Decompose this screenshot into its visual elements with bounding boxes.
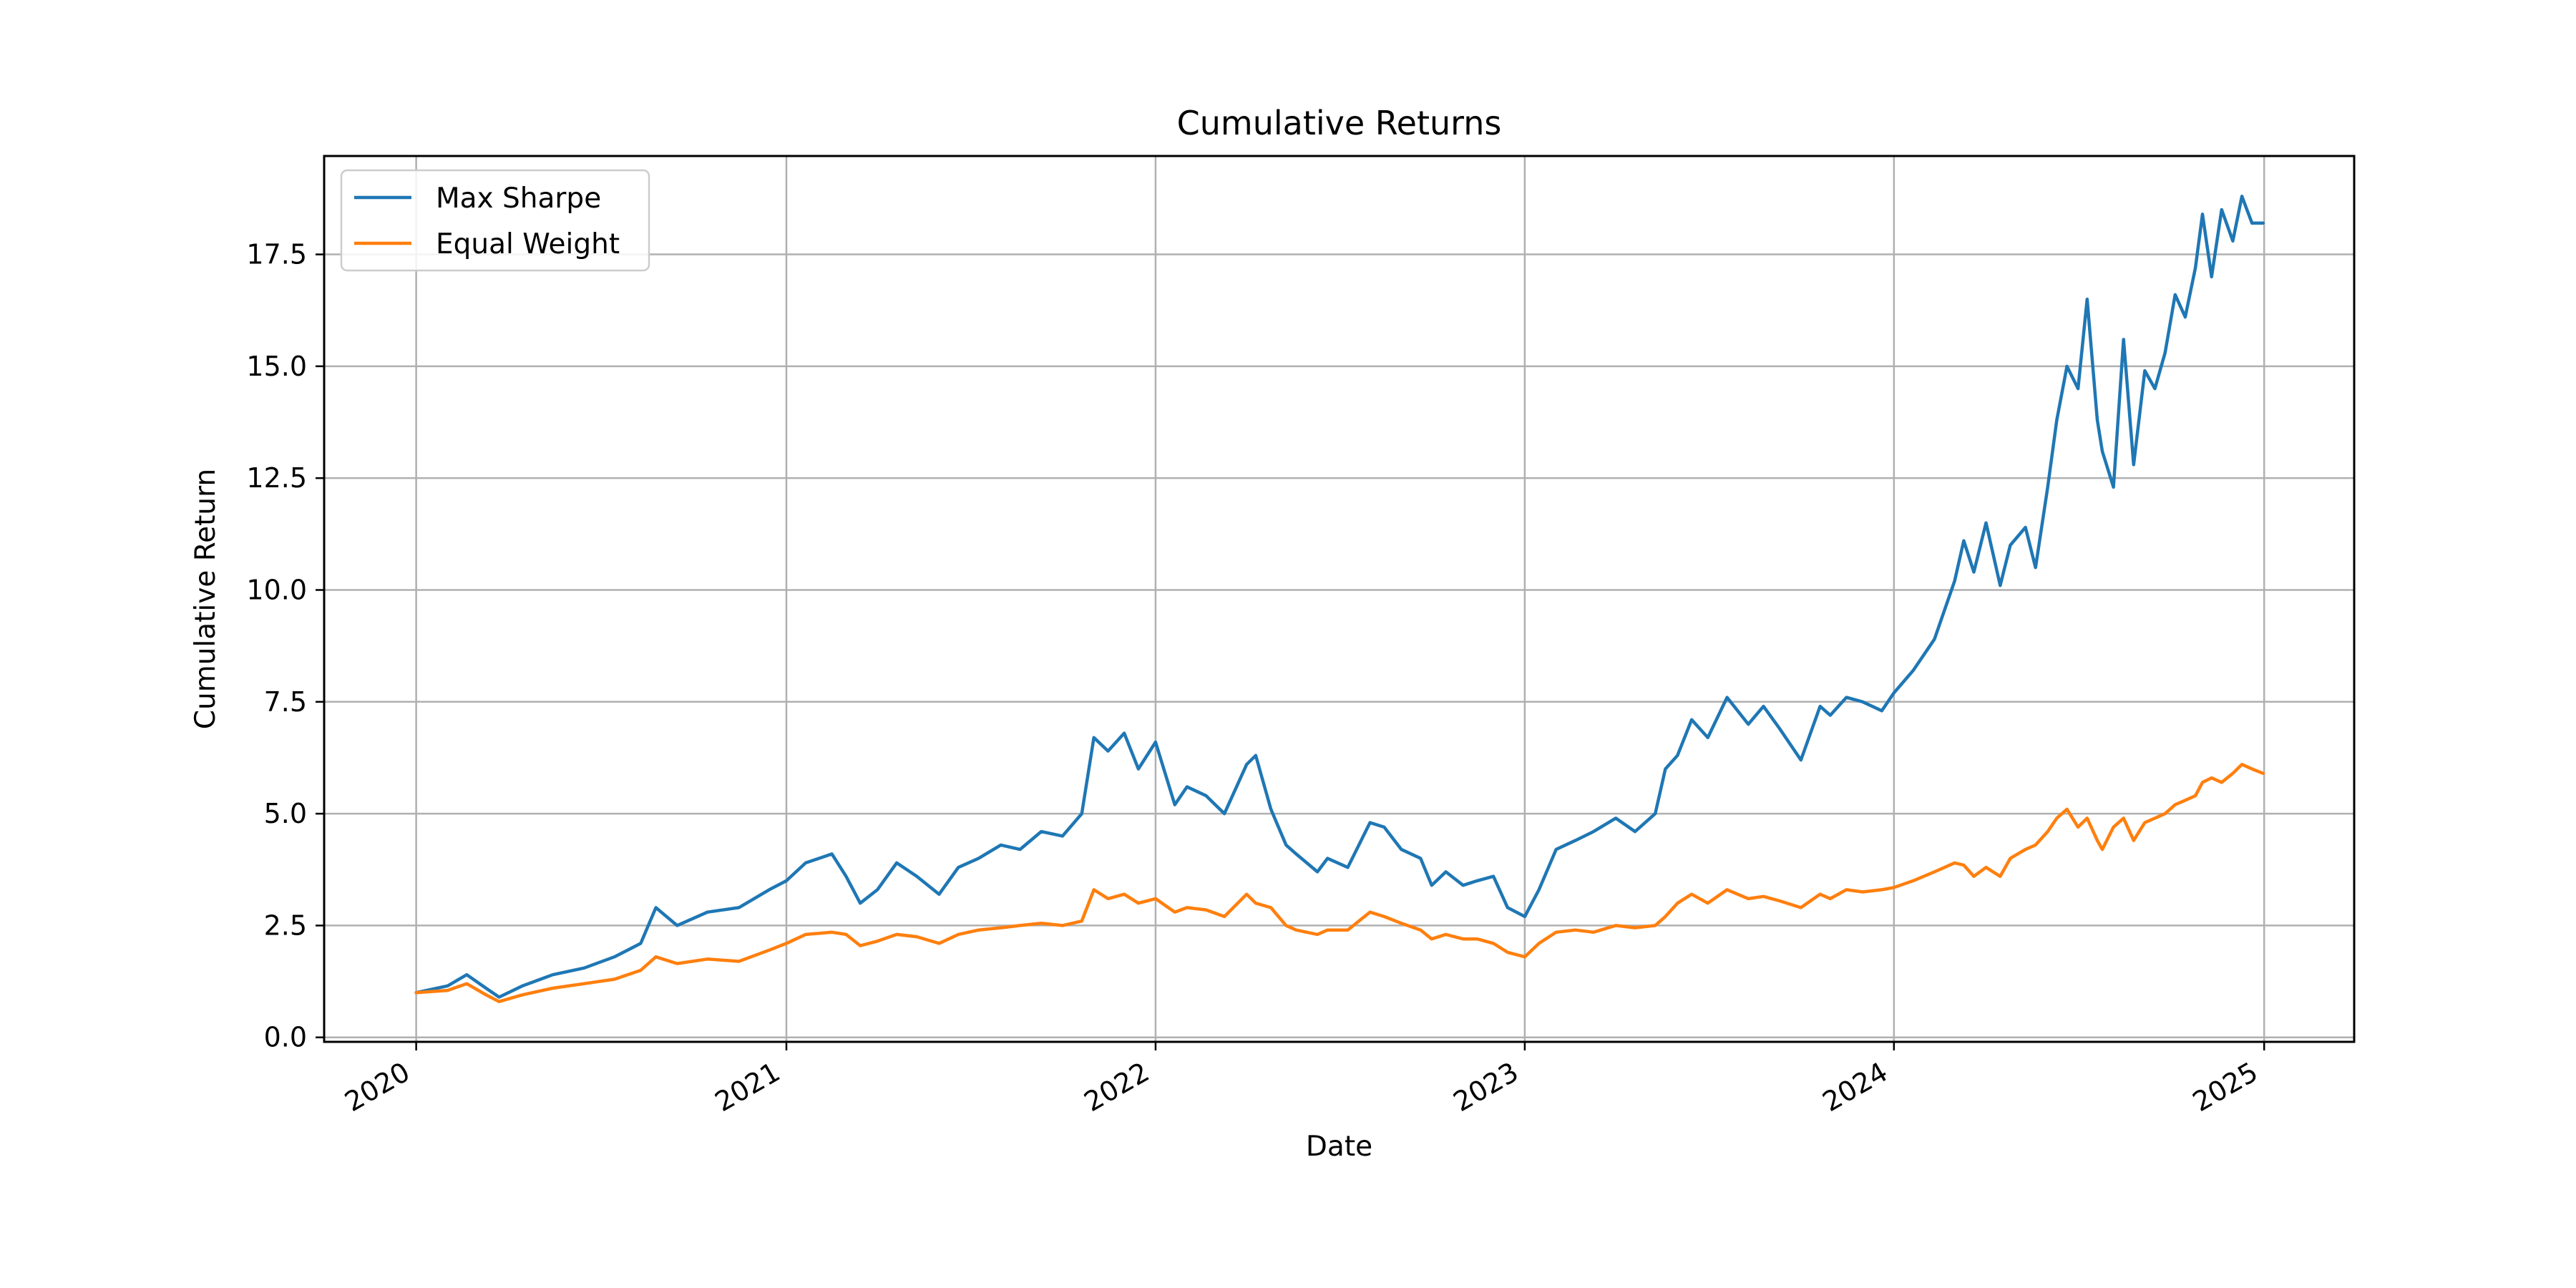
legend-label: Equal Weight: [436, 228, 620, 260]
y-tick-label: 17.5: [246, 239, 307, 270]
grid: [324, 156, 2354, 1042]
series-lines: [414, 195, 2265, 1003]
y-axis-title: Cumulative Return: [190, 469, 222, 729]
legend: Max Sharpe Equal Weight: [340, 169, 650, 272]
y-tick-label: 10.0: [246, 574, 307, 605]
x-axis-title: Date: [1306, 1131, 1372, 1163]
chart-title: Cumulative Returns: [1177, 104, 1502, 142]
series-line-0: [414, 195, 2265, 999]
y-tick-label: 0.0: [264, 1022, 307, 1053]
legend-box: [340, 169, 650, 272]
y-tick-label: 7.5: [264, 686, 307, 718]
series-line-1: [414, 763, 2265, 1003]
y-tick-label: 5.0: [264, 798, 307, 829]
y-tick-label: 12.5: [246, 462, 307, 494]
y-tick-label: 15.0: [246, 351, 307, 382]
plot-frame: [323, 155, 2356, 1043]
legend-label: Max Sharpe: [436, 182, 601, 215]
y-tick-label: 2.5: [264, 909, 307, 941]
